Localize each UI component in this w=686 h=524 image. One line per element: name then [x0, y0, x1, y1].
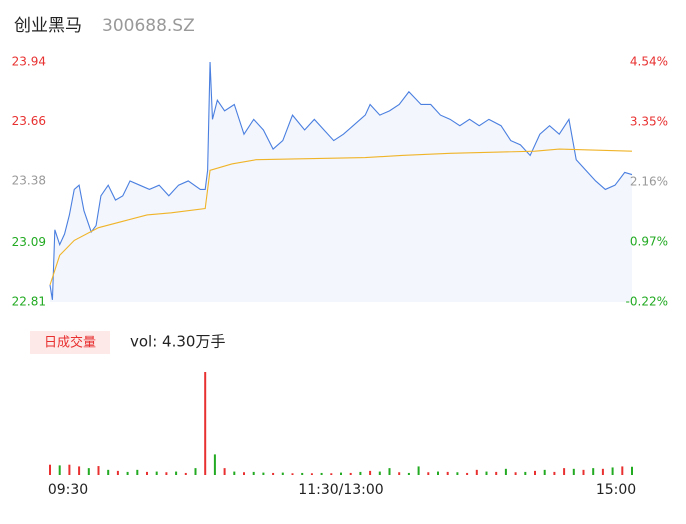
volume-bar: [281, 472, 284, 475]
volume-bar: [543, 469, 546, 475]
y2-tick-label: 3.35%: [630, 115, 668, 129]
volume-bar: [340, 472, 342, 475]
volume-bar: [116, 470, 119, 475]
volume-bar: [184, 472, 187, 475]
volume-bar: [146, 471, 148, 475]
volume-bar: [534, 470, 536, 475]
volume-bar: [485, 471, 488, 475]
volume-bar: [475, 469, 478, 475]
volume-bar: [87, 468, 90, 475]
x-tick-label: 15:00: [596, 482, 636, 498]
volume-bar: [320, 472, 323, 475]
volume-bar: [349, 472, 352, 475]
volume-bar: [97, 466, 100, 475]
volume-badge-label: 日成交量: [44, 335, 96, 351]
volume-bar: [233, 471, 236, 475]
volume-bar: [291, 473, 294, 475]
volume-bar: [310, 473, 313, 475]
volume-bar: [213, 454, 216, 475]
volume-bar: [378, 471, 381, 475]
volume-bar: [446, 471, 449, 475]
volume-bar: [563, 468, 566, 475]
y-tick-label: 23.09: [12, 235, 46, 249]
volume-bar: [504, 468, 507, 475]
volume-bar: [136, 469, 139, 475]
volume-bar: [223, 468, 226, 475]
volume-bar: [427, 472, 430, 475]
volume-bar: [78, 466, 81, 475]
volume-bar: [272, 472, 275, 475]
price-line: [49, 61, 633, 300]
volume-bar: [582, 469, 585, 475]
volume-bar: [175, 471, 178, 475]
volume-bar: [204, 372, 207, 475]
stock-name: 创业黑马: [14, 16, 82, 36]
volume-bar: [524, 471, 527, 475]
volume-bar: [68, 464, 71, 475]
volume-bar: [611, 467, 614, 475]
y2-tick-label: 4.54%: [630, 55, 668, 69]
price-area: [50, 62, 632, 302]
volume-bar: [398, 472, 401, 475]
y2-tick-label: -0.22%: [626, 295, 668, 309]
stock-code: 300688.SZ: [102, 16, 195, 36]
volume-bar: [466, 472, 469, 475]
x-tick-label: 11:30/13:00: [298, 482, 383, 498]
volume-bar: [601, 468, 604, 475]
volume-bar: [359, 471, 362, 475]
volume-bar: [252, 471, 255, 475]
volume-bar: [437, 471, 439, 475]
volume-bar: [407, 472, 410, 475]
y2-tick-label: 2.16%: [630, 175, 668, 189]
y-tick-label: 23.94: [12, 55, 46, 69]
volume-badge: [30, 331, 110, 354]
volume-bar: [301, 472, 304, 475]
volume-bar: [417, 466, 420, 475]
volume-bar: [631, 466, 633, 475]
volume-bar: [495, 471, 498, 475]
volume-bar: [456, 472, 459, 475]
average-line: [49, 148, 633, 286]
volume-bar: [262, 472, 265, 475]
volume-bar: [165, 472, 168, 475]
volume-bar: [592, 468, 595, 475]
volume-bar: [126, 471, 129, 475]
volume-bar: [49, 464, 51, 475]
volume-bar: [388, 468, 391, 475]
volume-bar: [369, 470, 372, 475]
volume-bar: [572, 468, 575, 475]
volume-bar: [107, 469, 110, 475]
volume-bar: [194, 468, 197, 475]
y-tick-label: 22.81: [12, 295, 46, 309]
y-tick-label: 23.66: [12, 114, 46, 128]
y-tick-label: 23.38: [12, 173, 46, 187]
x-tick-label: 09:30: [48, 482, 88, 498]
volume-total: vol: 4.30万手: [130, 333, 225, 351]
volume-bar: [243, 472, 245, 475]
volume-bar: [621, 466, 624, 475]
volume-bar: [553, 471, 556, 475]
volume-bar: [58, 465, 61, 475]
volume-bar: [514, 472, 517, 475]
volume-bar: [330, 473, 333, 475]
volume-bar: [155, 471, 158, 475]
y2-tick-label: 0.97%: [630, 235, 668, 249]
